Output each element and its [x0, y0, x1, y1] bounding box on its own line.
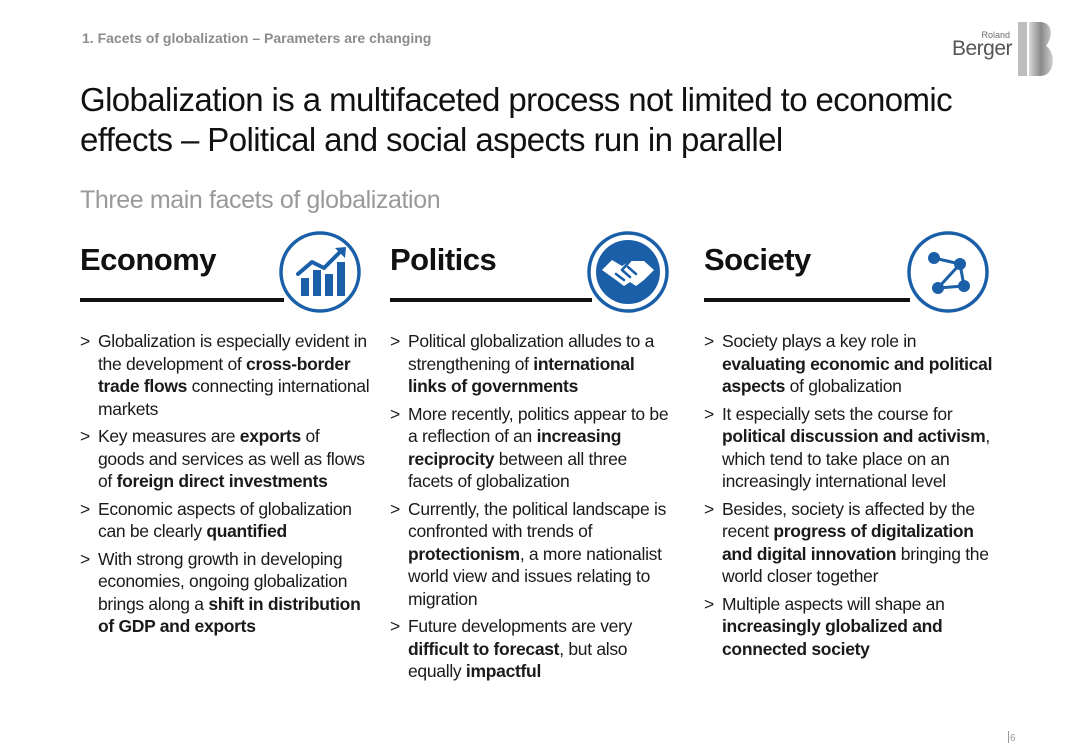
bullet-text: , but also equally	[408, 638, 628, 682]
chart-growth-icon	[279, 231, 361, 313]
logo-big-text: Berger	[951, 37, 1013, 60]
subtitle: Three main facets of globalization	[80, 186, 441, 214]
bullet-text: It especially sets the course for	[722, 403, 953, 424]
column-title: Economy	[80, 242, 217, 277]
bullet-text: Political globalization alludes to a str…	[408, 331, 655, 374]
bullet-item: Currently, the political landscape is co…	[390, 498, 675, 611]
bullet-item: Society plays a key role in evaluating e…	[704, 330, 1004, 398]
bullet-bold-text: international links of governments	[408, 353, 635, 397]
bullet-bold-text: quantified	[206, 521, 287, 541]
bullet-bold-text: cross-border trade flows	[98, 353, 351, 397]
bullet-text: Economic aspects of globalization can be…	[98, 498, 352, 542]
page-title-line-2: effects – Political and social aspects r…	[80, 121, 783, 158]
bullet-text: With strong growth in developing economi…	[98, 548, 348, 614]
bullet-bold-text: foreign direct investments	[116, 471, 328, 491]
footer-separator	[1008, 731, 1009, 743]
roland-berger-logo: Roland Berger	[948, 22, 1058, 76]
network-icon	[907, 231, 989, 313]
page-title-line-1: Globalization is a multifaceted process …	[80, 81, 953, 118]
logo-small-text: Roland	[981, 30, 1010, 40]
bullet-item: Besides, society is affected by the rece…	[704, 498, 1004, 588]
bullet-list: Political globalization alludes to a str…	[390, 330, 675, 688]
bullet-item: Key measures are exports of goods and se…	[80, 425, 370, 493]
column-rule	[390, 298, 592, 302]
bullet-text: , which tend to take place on an increas…	[722, 426, 990, 491]
column-rule	[704, 298, 910, 302]
section-label: 1. Facets of globalization – Parameters …	[82, 30, 432, 46]
bullet-bold-text: increasingly globalized and connected so…	[722, 616, 943, 659]
bullet-text: of goods and services as well as flows o…	[98, 426, 365, 491]
column-title: Society	[704, 242, 811, 277]
bullet-text: connecting international markets	[98, 376, 370, 419]
bullet-bold-text: difficult to forecast	[408, 638, 560, 659]
bullet-item: Globalization is especially evident in t…	[80, 330, 370, 420]
bullet-text: Future developments are very	[408, 616, 633, 636]
handshake-icon	[587, 231, 669, 313]
bullet-bold-text: increasing reciprocity	[408, 426, 622, 469]
bullet-text: Besides, society is affected by the rece…	[722, 498, 975, 542]
column-title: Politics	[390, 242, 497, 277]
page-title: Globalization is a multifaceted process …	[80, 80, 980, 160]
column-rule	[80, 298, 284, 302]
page-number: 6	[1010, 733, 1016, 744]
bullet-text: between all three facets of globalizatio…	[408, 448, 627, 492]
bullet-text: Globalization is especially evident in t…	[98, 331, 367, 374]
bullet-bold-text: shift in distribution of GDP and exports	[98, 593, 361, 637]
bullet-item: More recently, politics appear to be a r…	[390, 403, 675, 493]
bullet-text: bringing the world closer together	[722, 543, 989, 587]
bullet-item: It especially sets the course for politi…	[704, 403, 1004, 493]
bullet-bold-text: evaluating economic and political aspect…	[722, 353, 993, 397]
logo-b-mark-icon	[1018, 22, 1053, 76]
bullet-text: More recently, politics appear to be a r…	[408, 403, 669, 447]
bullet-bold-text: progress of digitalization and digital i…	[722, 521, 974, 564]
bullet-bold-text: impactful	[465, 661, 542, 681]
bullet-item: Political globalization alludes to a str…	[390, 330, 675, 398]
bullet-text: Key measures are	[98, 426, 240, 446]
bullet-text: Multiple aspects will shape an	[722, 593, 945, 614]
bullet-text: , a more nationalist world view and issu…	[408, 543, 662, 609]
bullet-text: Society plays a key role in	[722, 331, 917, 351]
bullet-bold-text: exports	[239, 426, 301, 446]
bullet-text: of globalization	[785, 376, 902, 396]
bullet-item: Future developments are very difficult t…	[390, 615, 675, 683]
bullet-text: Currently, the political landscape is co…	[408, 498, 667, 542]
bullet-bold-text: political discussion and activism	[722, 426, 986, 446]
bullet-item: Economic aspects of globalization can be…	[80, 498, 370, 543]
bullet-item: Multiple aspects will shape an increasin…	[704, 593, 1004, 661]
bullet-bold-text: protectionism	[408, 543, 520, 564]
bullet-item: With strong growth in developing economi…	[80, 548, 370, 638]
bullet-list: Society plays a key role in evaluating e…	[704, 330, 1004, 665]
bullet-list: Globalization is especially evident in t…	[80, 330, 370, 643]
